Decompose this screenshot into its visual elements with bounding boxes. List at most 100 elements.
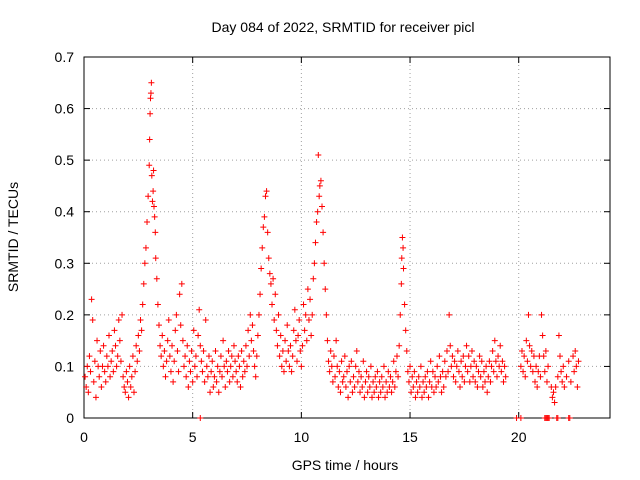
data-point [330, 353, 337, 360]
data-point [425, 394, 432, 401]
x-axis-label: GPS time / hours [292, 457, 399, 473]
data-point [305, 317, 312, 324]
data-point [429, 368, 436, 375]
data-point [146, 162, 153, 169]
data-point [479, 384, 486, 391]
data-point [500, 378, 507, 385]
data-point [88, 296, 95, 303]
data-point [440, 384, 447, 391]
data-point [140, 280, 147, 287]
data-point [327, 347, 334, 354]
data-point [454, 347, 461, 354]
data-point [570, 353, 577, 360]
data-point [451, 358, 458, 365]
data-point [163, 358, 170, 365]
data-point [537, 373, 544, 380]
data-point [236, 363, 243, 370]
data-point [449, 353, 456, 360]
data-point [90, 378, 97, 385]
data-point [355, 368, 362, 375]
data-point [347, 378, 354, 385]
data-point [129, 353, 136, 360]
data-point [372, 373, 379, 380]
data-point [266, 270, 273, 277]
data-point [396, 342, 403, 349]
data-point [382, 394, 389, 401]
data-point [310, 275, 317, 282]
data-point [134, 358, 141, 365]
data-point [357, 389, 364, 396]
data-point [232, 358, 239, 365]
data-point [527, 363, 534, 370]
data-point [257, 291, 264, 298]
data-point [300, 301, 307, 308]
data-point [554, 415, 561, 421]
data-point [459, 373, 466, 380]
data-point [133, 342, 140, 349]
data-point [378, 373, 385, 380]
data-point [210, 384, 217, 391]
data-point [165, 317, 172, 324]
data-point [160, 363, 167, 370]
data-point [572, 347, 579, 354]
data-point [486, 358, 493, 365]
data-point [299, 342, 306, 349]
data-point [352, 363, 359, 370]
data-point [359, 384, 366, 391]
data-point [342, 384, 349, 391]
data-point [328, 363, 335, 370]
data-point [269, 301, 276, 308]
y-tick-label: 0.2 [55, 307, 75, 323]
data-point [487, 378, 494, 385]
data-point [138, 327, 145, 334]
data-point [344, 368, 350, 375]
data-point [145, 193, 152, 200]
data-point [416, 384, 423, 391]
data-point [214, 363, 221, 370]
data-point [530, 353, 537, 360]
data-point [176, 291, 183, 298]
data-point [457, 384, 464, 391]
data-point [267, 280, 274, 287]
data-point [280, 368, 287, 375]
data-point [351, 384, 358, 391]
data-point [363, 368, 370, 375]
data-point [177, 322, 184, 329]
data-point [467, 363, 474, 370]
grid-lines [84, 57, 610, 418]
data-point [84, 363, 91, 370]
data-point [196, 306, 203, 313]
data-point [387, 373, 394, 380]
data-point [374, 368, 381, 375]
data-point [164, 337, 171, 344]
data-point [354, 378, 361, 385]
data-point [241, 368, 248, 375]
data-point [141, 260, 148, 267]
data-point [153, 275, 160, 282]
data-point [525, 311, 532, 318]
data-point [252, 373, 259, 380]
data-point [265, 255, 272, 262]
y-tick-label: 0.5 [55, 152, 75, 168]
data-point [409, 373, 416, 380]
data-point [286, 363, 293, 370]
data-point [362, 378, 369, 385]
data-point [538, 311, 545, 318]
data-point [415, 373, 422, 380]
data-point [273, 327, 280, 334]
data-point [370, 378, 377, 385]
data-point [445, 368, 452, 375]
data-point [120, 373, 127, 380]
data-point [198, 358, 205, 365]
data-point [555, 332, 562, 339]
data-point [492, 358, 499, 365]
data-point [98, 384, 105, 391]
data-point [476, 353, 483, 360]
data-point [557, 353, 564, 360]
data-point [529, 368, 536, 375]
data-point [540, 353, 547, 360]
data-point [225, 347, 232, 354]
data-point [304, 286, 311, 293]
data-point [383, 378, 390, 385]
